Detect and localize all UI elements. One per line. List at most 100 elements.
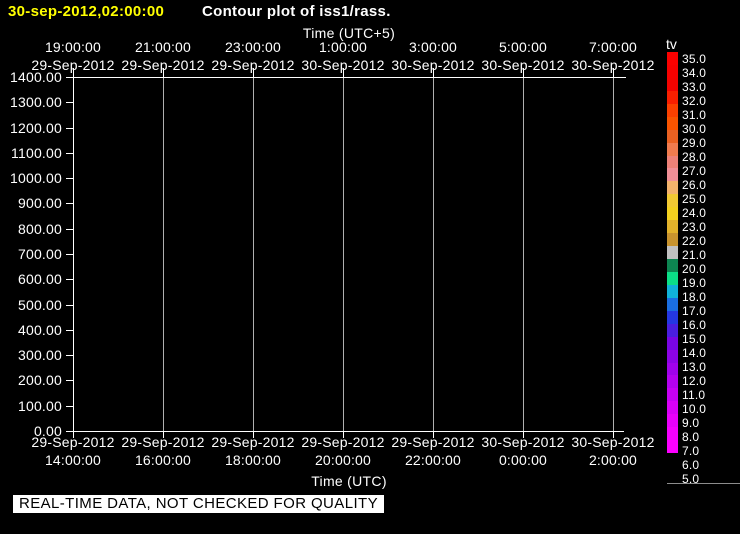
- bottom-tick-mark: [163, 432, 164, 438]
- y-tick-label: 600.00: [17, 271, 62, 288]
- bottom-tick-mark: [253, 432, 254, 438]
- colorbar-value-label: 33.0: [682, 80, 707, 94]
- bottom-time-tick: 0:00:00: [498, 452, 548, 468]
- colorbar-swatch: [667, 336, 678, 350]
- colorbar-swatch: [667, 401, 678, 415]
- bottom-time-tick: 2:00:00: [588, 452, 638, 468]
- bottom-tick-mark: [433, 432, 434, 438]
- y-tick-label: 700.00: [17, 245, 62, 262]
- colorbar-value-label: 18.0: [682, 290, 707, 304]
- colorbar-swatch: [667, 168, 678, 182]
- gridline: [163, 78, 164, 431]
- bottom-tick-mark: [343, 432, 344, 438]
- colorbar-swatch: [667, 207, 678, 221]
- colorbar-value-label: 23.0: [682, 220, 707, 234]
- colorbar-swatch: [667, 440, 678, 454]
- colorbar-swatch: [667, 194, 678, 208]
- current-timestamp: 30-sep-2012,02:00:00: [8, 3, 165, 20]
- bottom-tick-mark: [523, 432, 524, 438]
- bottom-date-tick: 29-Sep-2012: [121, 434, 205, 450]
- bottom-axis-date-row: 29-Sep-2012 29-Sep-2012 29-Sep-2012 29-S…: [28, 434, 658, 450]
- bottom-time-tick: 14:00:00: [44, 452, 102, 468]
- colorbar-value-label: 11.0: [682, 388, 706, 402]
- colorbar-value-label: 27.0: [682, 164, 707, 178]
- colorbar-swatch: [667, 388, 678, 402]
- top-time-tick: 5:00:00: [498, 39, 548, 55]
- bottom-time-tick: 20:00:00: [314, 452, 372, 468]
- bottom-date-tick: 30-Sep-2012: [481, 434, 565, 450]
- colorbar-swatch: [667, 349, 678, 363]
- colorbar-swatch: [667, 310, 678, 324]
- colorbar-swatch: [667, 414, 678, 428]
- colorbar-swatch: [667, 103, 678, 117]
- y-tick-label: 300.00: [17, 347, 62, 364]
- y-tick-label: 500.00: [17, 296, 62, 313]
- colorbar-value-label: 9.0: [682, 416, 700, 430]
- top-date-tick: 29-Sep-2012: [211, 57, 295, 73]
- colorbar-swatch: [667, 116, 678, 130]
- colorbar-value-label: 16.0: [682, 318, 707, 332]
- colorbar-value-label: 34.0: [682, 66, 707, 80]
- bottom-axis-line: [73, 431, 624, 432]
- colorbar-swatch: [667, 52, 678, 65]
- colorbar-value-label: 35.0: [682, 52, 707, 66]
- top-tick-mark: [433, 68, 434, 77]
- top-time-tick: 7:00:00: [588, 39, 638, 55]
- colorbar-swatch: [667, 233, 678, 247]
- top-axis-label: Time (UTC+5): [302, 25, 396, 41]
- y-tick-label: 400.00: [17, 321, 62, 338]
- top-date-tick: 30-Sep-2012: [301, 57, 385, 73]
- top-tick-mark: [163, 68, 164, 77]
- bottom-time-tick: 18:00:00: [224, 452, 282, 468]
- top-time-tick: 21:00:00: [134, 39, 192, 55]
- top-date-tick: 30-Sep-2012: [571, 57, 655, 73]
- top-date-tick: 29-Sep-2012: [121, 57, 205, 73]
- left-axis-labels: 1400.00 1300.00 1200.00 1100.00 1000.00 …: [0, 69, 62, 439]
- colorbar: [667, 52, 678, 454]
- bottom-time-tick: 16:00:00: [134, 452, 192, 468]
- y-tick-label: 100.00: [17, 397, 62, 414]
- colorbar-value-label: 26.0: [682, 178, 707, 192]
- colorbar-swatch: [667, 155, 678, 169]
- colorbar-value-label: 7.0: [682, 444, 700, 458]
- colorbar-value-label: 6.0: [682, 458, 700, 472]
- page-title: Contour plot of iss1/rass.: [202, 3, 391, 20]
- y-tick-label: 1300.00: [9, 94, 62, 111]
- top-tick-mark: [253, 68, 254, 77]
- colorbar-value-label: 28.0: [682, 150, 707, 164]
- y-tick-label: 1200.00: [9, 119, 62, 136]
- top-tick-mark: [73, 68, 74, 77]
- colorbar-swatch: [667, 220, 678, 234]
- top-tick-mark: [523, 68, 524, 77]
- colorbar-swatch: [667, 90, 678, 104]
- top-time-tick: 23:00:00: [224, 39, 282, 55]
- colorbar-value-label: 8.0: [682, 430, 700, 444]
- colorbar-value-label: 14.0: [682, 346, 707, 360]
- colorbar-swatch: [667, 77, 678, 91]
- left-axis-line: [73, 77, 74, 432]
- colorbar-title: tv: [666, 36, 677, 52]
- colorbar-swatch: [667, 297, 678, 311]
- bottom-date-tick: 29-Sep-2012: [31, 434, 115, 450]
- y-tick-label: 800.00: [17, 220, 62, 237]
- colorbar-swatch: [667, 323, 678, 337]
- bottom-date-tick: 30-Sep-2012: [571, 434, 655, 450]
- colorbar-labels: 35.0 34.0 33.0 32.0 31.0 30.0 29.0 28.0 …: [682, 52, 707, 486]
- colorbar-swatch: [667, 375, 678, 389]
- colorbar-swatch: [667, 259, 678, 272]
- bottom-date-tick: 29-Sep-2012: [391, 434, 475, 450]
- bottom-tick-mark: [613, 432, 614, 438]
- y-tick-label: 200.00: [17, 372, 62, 389]
- top-axis-line: [73, 77, 626, 78]
- colorbar-value-label: 19.0: [682, 276, 707, 290]
- top-time-tick: 1:00:00: [318, 39, 368, 55]
- y-tick-label: 1100.00: [11, 144, 62, 161]
- top-date-tick: 29-Sep-2012: [31, 57, 115, 73]
- plot-area: [74, 78, 625, 431]
- top-date-tick: 30-Sep-2012: [481, 57, 565, 73]
- colorbar-value-label: 31.0: [682, 108, 707, 122]
- bottom-date-tick: 29-Sep-2012: [211, 434, 295, 450]
- bottom-date-tick: 29-Sep-2012: [301, 434, 385, 450]
- colorbar-value-label: 24.0: [682, 206, 707, 220]
